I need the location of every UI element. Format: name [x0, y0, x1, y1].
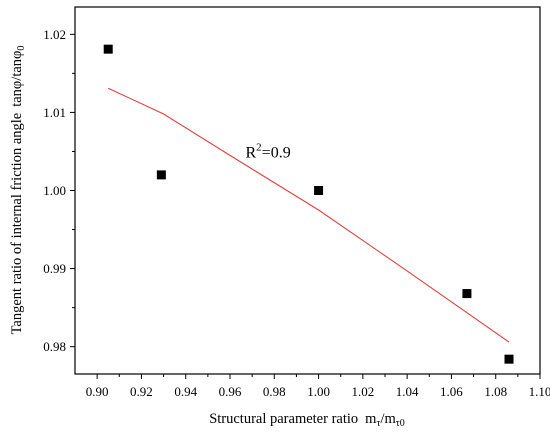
- data-point: [156, 170, 166, 180]
- y-axis-label: Tangent ratio of internal friction angle…: [9, 46, 27, 335]
- plot-area: [74, 6, 541, 375]
- y-tick-label: 1.01: [43, 105, 66, 120]
- x-tick-label: 0.98: [263, 384, 286, 399]
- x-tick-label: 0.90: [86, 384, 109, 399]
- x-tick-label: 0.92: [130, 384, 153, 399]
- y-tick-label: 1.02: [43, 27, 66, 42]
- x-axis-label: Structural parameter ratio mτ/mτ0: [209, 411, 405, 429]
- x-tick-label: 1.10: [529, 384, 550, 399]
- data-point: [504, 354, 514, 364]
- x-tick-label: 0.96: [219, 384, 242, 399]
- x-tick-label: 1.04: [396, 384, 419, 399]
- fit-curve: [107, 87, 510, 343]
- x-tick-label: 1.02: [351, 384, 374, 399]
- x-axis-ticks: 0.90 0.92 0.94 0.96 0.98 1.00 1.02 1.04 1.06 1.08…: [86, 374, 550, 399]
- x-tick-label: 1.00: [307, 384, 330, 399]
- y-tick-label: 0.99: [43, 261, 66, 276]
- x-tick-label: 1.08: [484, 384, 507, 399]
- data-points: [103, 44, 514, 364]
- r-squared-annotation: R2=0.9: [246, 142, 291, 162]
- data-point: [314, 186, 324, 195]
- data-point: [462, 289, 472, 299]
- y-tick-label: 1.00: [43, 183, 66, 198]
- data-point: [103, 44, 113, 54]
- y-tick-label: 0.98: [43, 339, 66, 354]
- x-tick-label: 0.94: [174, 384, 197, 399]
- y-axis-ticks: 0.98 0.99 1.00 1.01 1.02: [43, 27, 75, 354]
- x-tick-label: 1.06: [440, 384, 463, 399]
